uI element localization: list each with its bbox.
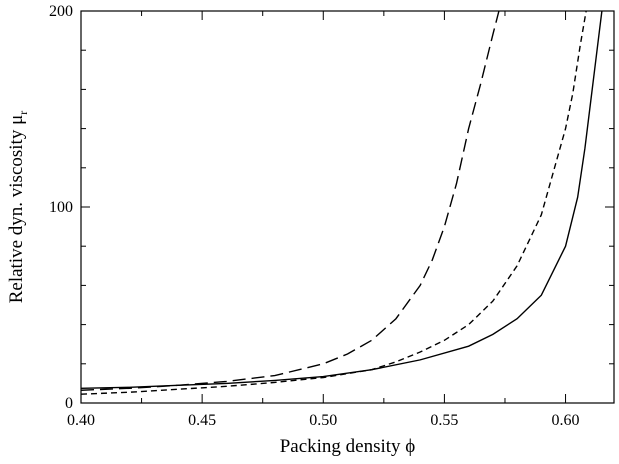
series-line-long-dash xyxy=(80,10,500,391)
axis-ticks xyxy=(80,10,614,404)
series-line-short-dash xyxy=(80,10,587,395)
x-axis-title: Packing density ϕ xyxy=(280,436,416,457)
series-line-solid xyxy=(80,10,603,389)
x-tick-label: 0.45 xyxy=(188,412,216,429)
plot-frame xyxy=(80,10,615,404)
x-tick-label: 0.40 xyxy=(67,412,95,429)
y-axis-title: Relative dyn. viscosity μr xyxy=(6,111,30,304)
series-layer xyxy=(80,10,603,395)
y-axis-title-main: Relative dyn. viscosity μ xyxy=(6,115,27,304)
y-tick-label: 0 xyxy=(65,395,73,412)
y-tick-label: 100 xyxy=(49,199,73,216)
x-tick-label: 0.50 xyxy=(309,412,337,429)
y-axis-title-subscript: r xyxy=(16,111,30,115)
x-tick-label: 0.55 xyxy=(430,412,458,429)
y-tick-label: 200 xyxy=(49,3,73,20)
x-tick-label: 0.60 xyxy=(552,412,580,429)
tick-labels: 0.40 0.45 0.50 0.55 0.60 0 100 200 xyxy=(49,3,580,429)
